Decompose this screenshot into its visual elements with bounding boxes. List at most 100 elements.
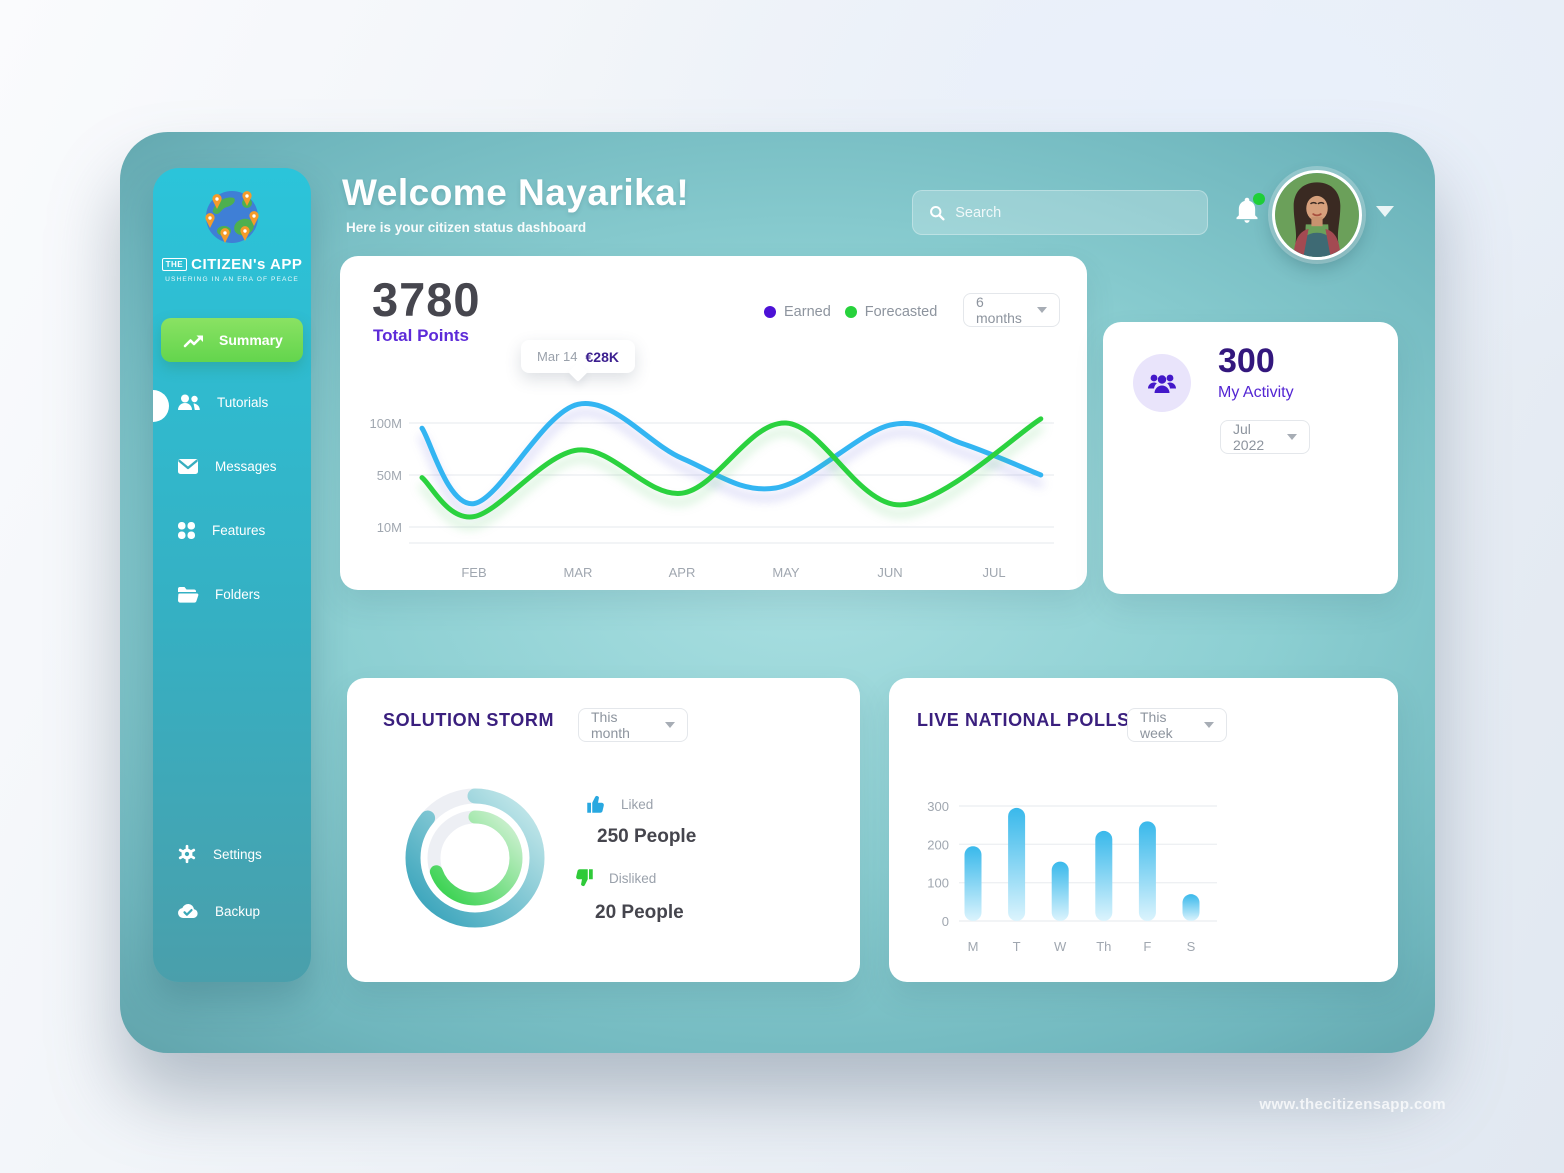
active-indicator-notch	[153, 390, 169, 422]
x-tick-label: JUN	[877, 565, 902, 580]
disliked-label: Disliked	[609, 870, 657, 886]
tooltip-value: €28K	[585, 348, 619, 365]
y-tick-label: 100	[927, 876, 949, 891]
grid-icon	[178, 521, 195, 539]
chevron-down-icon	[665, 722, 675, 728]
folder-icon	[178, 586, 199, 603]
my-activity-card: 300 My Activity Jul 2022	[1103, 322, 1398, 594]
bar-T	[1008, 807, 1026, 921]
sidebar-item-label: Folders	[215, 586, 261, 602]
sidebar-item-features[interactable]: Features	[153, 510, 311, 550]
line-chart: 100M 50M 10M FEB MAR APR MAY JUN JUL	[369, 401, 1054, 580]
tooltip-date: Mar 14	[537, 349, 578, 364]
activity-month-select[interactable]: Jul 2022	[1220, 420, 1310, 454]
x-tick-label: MAY	[772, 565, 800, 580]
x-tick-label: F	[1143, 939, 1151, 954]
brand-badge: THE	[161, 258, 188, 271]
sidebar-item-backup[interactable]: Backup	[153, 891, 311, 931]
polls-range-select[interactable]: This week	[1127, 708, 1227, 742]
brand-tagline: USHERING IN AN ERA OF PEACE	[165, 276, 299, 283]
dashboard-panel: THE CITIZEN's APP USHERING IN AN ERA OF …	[120, 132, 1435, 1053]
forecasted-dot-icon	[844, 306, 857, 318]
search-input[interactable]	[955, 204, 1191, 221]
disliked-row: Disliked	[573, 868, 656, 888]
search-icon	[930, 205, 945, 220]
donut-chart	[389, 772, 561, 944]
thumb-up-icon	[587, 795, 604, 813]
user-menu-caret-icon[interactable]	[1376, 206, 1394, 217]
bar-S	[1182, 894, 1200, 921]
disliked-value: 20 People	[595, 902, 684, 923]
chart-legend: Earned Forecasted	[764, 304, 937, 320]
sidebar-item-label: Tutorials	[217, 394, 269, 410]
bar-chart: 300 200 100 0 M T W Th F S	[927, 799, 1217, 954]
page-subtitle: Here is your citizen status dashboard	[346, 220, 587, 235]
sidebar-item-folders[interactable]: Folders	[153, 574, 311, 614]
gear-icon	[178, 844, 196, 864]
solution-range-select[interactable]: This month	[578, 708, 688, 742]
trending-up-icon	[183, 335, 203, 348]
legend-forecasted: Forecasted	[844, 304, 937, 320]
bar-Th	[1095, 830, 1113, 921]
y-tick-label: 10M	[377, 520, 402, 535]
x-tick-label: JUL	[982, 565, 1005, 580]
thumb-down-icon	[576, 869, 593, 887]
series-earned	[419, 401, 1044, 507]
avatar-illustration	[1275, 173, 1359, 257]
liked-value: 250 People	[597, 826, 697, 847]
solution-storm-title: SOLUTION STORM	[383, 710, 555, 730]
series-forecasted	[419, 416, 1044, 520]
total-points-label: Total Points	[373, 326, 470, 345]
sidebar-item-settings[interactable]: Settings	[153, 834, 311, 874]
x-tick-label: Th	[1096, 939, 1111, 954]
group-icon	[1148, 374, 1176, 393]
chevron-down-icon	[1037, 307, 1047, 313]
x-tick-label: MAR	[564, 565, 593, 580]
live-polls-title: LIVE NATIONAL POLLS	[917, 710, 1130, 730]
activity-value: 300	[1218, 342, 1275, 380]
chart-tooltip: Mar 14 €28K	[521, 340, 635, 373]
sidebar-item-label: Messages	[215, 458, 277, 474]
notification-bell-icon[interactable]	[1233, 193, 1265, 226]
search-bar[interactable]	[912, 190, 1208, 235]
y-tick-label: 200	[927, 837, 949, 852]
sidebar-item-label: Settings	[213, 846, 262, 862]
liked-label: Liked	[621, 796, 654, 812]
notification-dot	[1253, 193, 1265, 205]
activity-icon-badge	[1133, 354, 1191, 412]
x-tick-label: FEB	[461, 565, 486, 580]
y-tick-label: 100M	[369, 416, 402, 431]
user-avatar[interactable]	[1272, 170, 1362, 260]
bar-F	[1138, 821, 1156, 921]
globe-logo-icon	[205, 191, 259, 243]
sidebar-item-label: Summary	[219, 332, 283, 348]
bar-M	[964, 846, 982, 921]
range-select-6months[interactable]: 6 months	[963, 293, 1060, 327]
app-logo: THE CITIZEN's APP USHERING IN AN ERA OF …	[153, 180, 311, 283]
brand-name: CITIZEN's APP	[191, 256, 303, 273]
sidebar-item-label: Backup	[215, 903, 261, 919]
chevron-down-icon	[1287, 434, 1297, 440]
people-icon	[178, 394, 200, 410]
sidebar-item-summary[interactable]: Summary	[161, 318, 303, 362]
sidebar-item-tutorials[interactable]: Tutorials	[153, 382, 311, 422]
live-polls-card: LIVE NATIONAL POLLS This week 300 200 100 0…	[889, 678, 1398, 982]
watermark-url: www.thecitizensapp.com	[1259, 1096, 1446, 1113]
liked-row: Liked	[585, 794, 653, 814]
page-title: Welcome Nayarika!	[342, 172, 690, 213]
chevron-down-icon	[1204, 722, 1214, 728]
map-pin-icons	[205, 191, 259, 243]
y-tick-label: 300	[927, 799, 949, 814]
total-points-card: 3780 Total Points Earned Forecasted 6 mo…	[340, 256, 1087, 590]
x-tick-label: W	[1054, 939, 1067, 954]
total-points-value: 3780	[372, 273, 481, 326]
x-tick-label: APR	[669, 565, 696, 580]
sidebar-item-messages[interactable]: Messages	[153, 446, 311, 486]
cloud-check-icon	[178, 904, 198, 918]
bar-W	[1051, 861, 1069, 921]
solution-storm-card: SOLUTION STORM This month	[347, 678, 860, 982]
sidebar-item-label: Features	[212, 522, 266, 538]
earned-dot-icon	[764, 306, 776, 318]
legend-earned: Earned	[764, 304, 831, 320]
x-tick-label: T	[1013, 939, 1021, 954]
